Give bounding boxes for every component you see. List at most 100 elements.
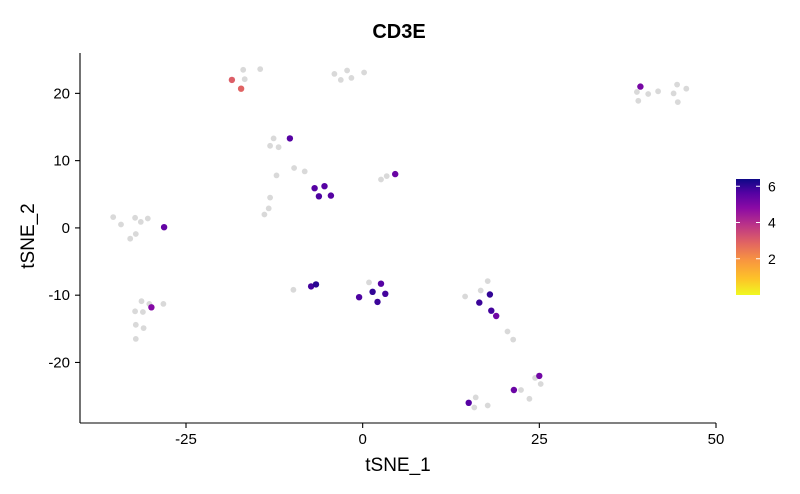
data-point <box>321 183 328 190</box>
data-point <box>344 67 350 74</box>
data-point <box>493 312 500 320</box>
data-point <box>137 219 144 225</box>
data-point <box>127 235 134 242</box>
data-point <box>273 172 280 179</box>
data-point <box>290 286 297 293</box>
data-point <box>140 325 147 331</box>
data-point <box>261 211 268 218</box>
y-ticks: -20 -10 0 10 20 <box>48 85 80 371</box>
y-tick-label: 0 <box>62 220 70 237</box>
data-point <box>132 308 139 315</box>
data-point <box>327 192 335 199</box>
data-point <box>301 168 308 175</box>
data-point <box>472 394 479 401</box>
data-point <box>241 76 248 83</box>
data-point <box>518 387 524 393</box>
colorbar-gradient <box>736 179 760 295</box>
data-point <box>237 85 245 92</box>
data-point <box>462 293 468 300</box>
data-point <box>132 321 139 328</box>
y-tick-label: -20 <box>48 354 70 371</box>
data-point <box>465 399 472 406</box>
data-point <box>645 91 652 97</box>
data-point <box>536 372 543 380</box>
data-point <box>160 224 168 231</box>
data-point <box>635 97 642 104</box>
data-point <box>148 304 155 311</box>
data-point <box>355 294 363 301</box>
data-point <box>504 328 511 335</box>
data-point <box>366 279 372 286</box>
data-point <box>655 88 661 95</box>
data-point <box>486 291 494 298</box>
data-point <box>674 81 680 88</box>
data-point <box>140 309 146 315</box>
data-point <box>160 301 167 307</box>
data-point <box>265 205 272 212</box>
data-point <box>471 404 478 411</box>
y-tick-label: 20 <box>53 85 70 102</box>
data-point <box>307 283 315 290</box>
data-point <box>118 221 124 228</box>
data-point <box>228 76 236 84</box>
data-point <box>510 386 518 394</box>
data-point <box>477 287 484 294</box>
data-point <box>270 135 277 142</box>
data-point <box>537 381 544 387</box>
colorbar-legend: 2 4 6 <box>736 178 776 295</box>
x-tick-label: 50 <box>708 431 725 448</box>
data-point <box>331 71 338 77</box>
x-tick-label: 0 <box>358 431 366 448</box>
data-point <box>240 66 247 73</box>
data-point <box>311 185 318 192</box>
data-point <box>138 298 145 305</box>
axes: -25 0 25 50 -20 -10 0 10 20 <box>48 53 724 448</box>
colorbar-tick-label: 4 <box>768 215 776 231</box>
data-point <box>374 298 381 306</box>
data-point <box>315 193 323 200</box>
data-point <box>378 176 384 183</box>
data-point <box>312 281 320 288</box>
y-tick-label: 10 <box>53 153 70 170</box>
chart-title: CD3E <box>372 21 425 43</box>
data-point <box>670 90 677 97</box>
colorbar-ticks: 2 4 6 <box>736 178 776 267</box>
data-point <box>275 144 282 151</box>
data-point <box>383 173 390 180</box>
data-point <box>267 142 273 149</box>
data-point <box>361 69 367 76</box>
x-axis-title: tSNE_1 <box>365 455 430 476</box>
data-point <box>110 214 117 221</box>
data-point <box>291 165 297 171</box>
data-point <box>337 77 344 83</box>
x-tick-label: -25 <box>175 431 197 448</box>
data-points <box>110 66 690 411</box>
y-axis-title: tSNE_2 <box>18 203 39 268</box>
data-point <box>392 170 399 178</box>
y-tick-label: -10 <box>48 287 70 304</box>
data-point <box>488 307 495 314</box>
colorbar-tick-label: 6 <box>768 178 776 194</box>
data-point <box>257 66 264 72</box>
data-point <box>674 99 681 105</box>
data-point <box>348 75 355 81</box>
data-point <box>286 135 294 142</box>
x-tick-label: 25 <box>531 431 548 448</box>
data-point <box>510 336 517 343</box>
data-point <box>144 215 151 222</box>
data-point <box>476 299 483 306</box>
data-point <box>484 402 491 409</box>
data-point <box>683 85 690 92</box>
data-point <box>382 290 389 297</box>
data-point <box>267 194 273 201</box>
data-point <box>132 231 139 237</box>
data-point <box>377 280 385 287</box>
data-point <box>132 214 139 221</box>
x-ticks: -25 0 25 50 <box>175 423 724 448</box>
data-point <box>484 278 491 284</box>
data-point <box>637 83 644 90</box>
colorbar-tick-label: 2 <box>768 251 776 267</box>
data-point <box>526 395 533 402</box>
data-point <box>369 288 376 295</box>
